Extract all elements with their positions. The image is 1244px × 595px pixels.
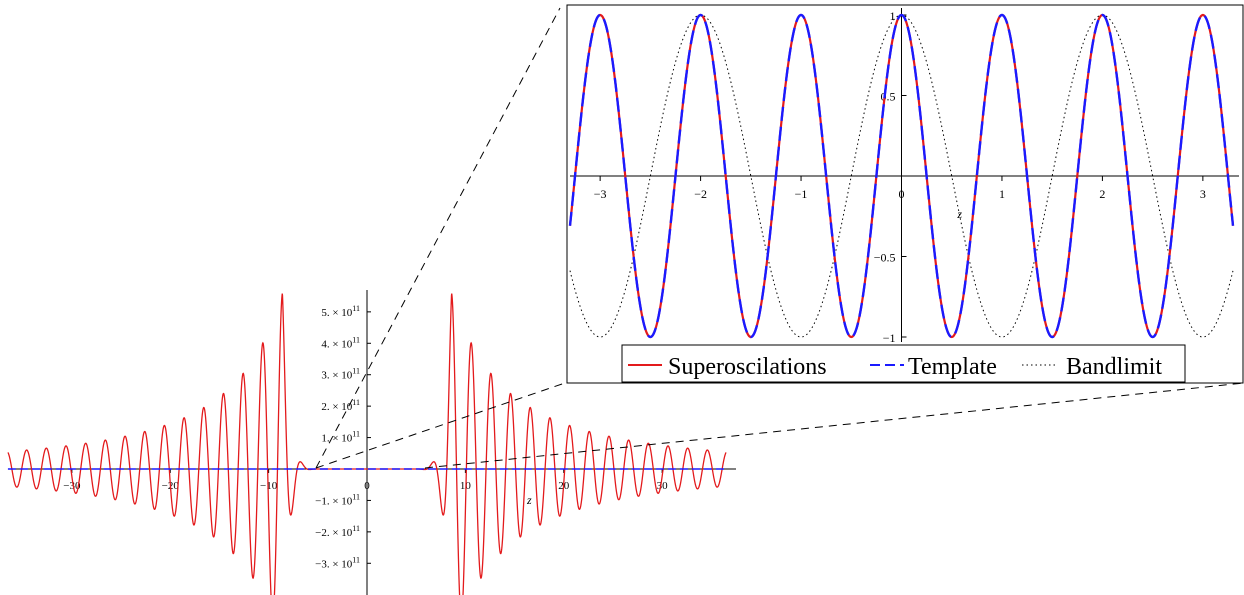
main-y-tick-label: 3. × 1011	[321, 367, 360, 382]
legend-label-bandlimit: Bandlimit	[1066, 354, 1162, 380]
inset-y-tick-label: −0.5	[874, 251, 896, 265]
main-y-tick-label: 5. × 1011	[321, 304, 360, 319]
inset-x-tick-label: 2	[1099, 187, 1105, 201]
inset-frame	[566, 4, 1244, 384]
zoom-connector-line	[424, 382, 1244, 469]
main-superoscilations-line	[7, 293, 727, 595]
main-y-tick-label: 4. × 1011	[321, 335, 360, 350]
inset-x-tick-label: −3	[594, 187, 607, 201]
main-y-tick-label: −1. × 1011	[315, 492, 360, 507]
inset-y-tick-label: 1	[890, 9, 896, 23]
main-x-tick-label: −30	[63, 480, 81, 492]
inset-y-tick-label: 0.5	[881, 90, 896, 104]
inset-x-tick-label: −2	[694, 187, 707, 201]
main-x-tick-label: 30	[657, 480, 669, 492]
main-y-tick-label: 1. × 1011	[321, 430, 360, 445]
inset-x-tick-label: 0	[899, 187, 905, 201]
main-x-tick-label: −10	[260, 480, 278, 492]
inset-template-line	[568, 13, 1235, 339]
main-x-tick-label: 0	[364, 480, 370, 492]
inset-x-tick-label: −1	[795, 187, 808, 201]
legend-label-superoscilations: Superoscilations	[668, 354, 827, 380]
main-y-tick-label: 2. × 1011	[321, 398, 360, 413]
inset-y-tick-label: −1	[883, 331, 896, 345]
main-y-tick-label: −2. × 1011	[315, 524, 360, 539]
inset-x-tick-label: 3	[1200, 187, 1206, 201]
zoom-connector-line	[315, 382, 566, 469]
inset-legend: Superoscilations Template Bandlimit	[621, 344, 1186, 383]
main-x-axis-label: z	[526, 493, 532, 507]
main-y-tick-label: −3. × 1011	[315, 555, 360, 570]
zoom-connector-lines	[315, 7, 1244, 469]
legend-label-template: Template	[908, 354, 997, 380]
legend-box	[621, 344, 1186, 383]
inset-x-tick-label: 1	[999, 187, 1005, 201]
zoom-connector-line	[315, 7, 561, 469]
